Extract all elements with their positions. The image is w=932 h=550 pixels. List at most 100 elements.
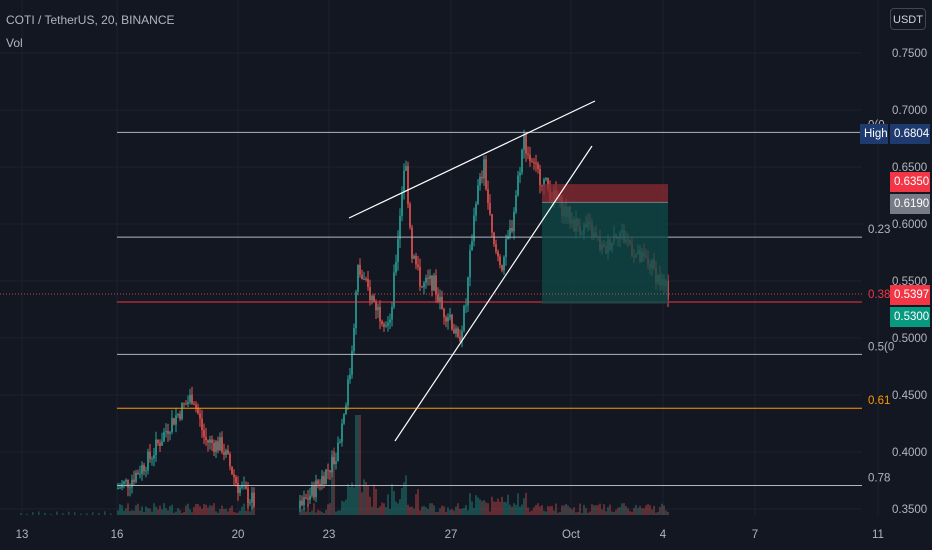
candle-body <box>137 472 139 475</box>
volume-bar <box>553 510 555 515</box>
trendlines[interactable] <box>348 100 596 442</box>
volume-bar <box>561 505 563 515</box>
volume-bar <box>135 505 137 515</box>
candle-body <box>217 441 219 451</box>
candle-body <box>193 403 195 405</box>
volume-bar <box>567 505 569 515</box>
volume-bar <box>245 510 247 515</box>
currency-button[interactable]: USDT <box>890 8 926 30</box>
volume-bar <box>449 510 451 515</box>
time-axis[interactable]: 13 16 20 23 27 Oct 4 7 11 <box>16 529 884 541</box>
volume-bar <box>665 510 667 515</box>
candle-body <box>435 275 437 295</box>
candle-body <box>251 492 253 503</box>
volume-bar <box>485 502 487 515</box>
volume-bar <box>501 496 503 515</box>
volume-bar <box>535 504 537 515</box>
volume-bar <box>80 513 82 515</box>
short-position-tool[interactable] <box>542 184 668 304</box>
volume-bar <box>347 483 349 515</box>
volume-bar <box>631 511 633 515</box>
candle-body <box>505 239 507 257</box>
price-axis[interactable]: 0.75000.70000.65000.60000.55000.50000.45… <box>892 48 927 516</box>
fibonacci-retracement[interactable]: 0(00.230.380.5(00.610.78 <box>117 119 894 487</box>
candle-body <box>301 500 303 506</box>
volume-bar <box>617 507 619 515</box>
candle-body <box>247 488 249 503</box>
volume-bar <box>413 508 415 515</box>
volume-bar <box>38 511 40 515</box>
volume-bar <box>623 503 625 515</box>
volume-bar <box>155 506 157 515</box>
volume-bar <box>541 505 543 515</box>
volume-bar <box>667 511 669 515</box>
time-tick-label: 27 <box>445 529 458 541</box>
candle-body <box>239 487 241 493</box>
volume-bar <box>459 508 461 515</box>
volume-bar <box>653 505 655 515</box>
volume-bar <box>319 510 321 515</box>
volume-bar <box>209 505 211 515</box>
candle-body <box>303 497 305 506</box>
volume-bar <box>407 504 409 515</box>
volume-bar <box>32 512 34 515</box>
target-price-badge: 0.5300 <box>890 307 930 327</box>
candle-body <box>349 374 351 380</box>
candle-body <box>307 498 309 500</box>
volume-bar <box>131 510 133 515</box>
candle-body <box>443 308 445 318</box>
volume-bar <box>609 504 611 515</box>
candle-body <box>467 277 469 306</box>
volume-bar <box>385 507 387 515</box>
price-tick-label: 0.7500 <box>892 48 927 60</box>
volume-bar <box>233 511 235 515</box>
volume-bar <box>389 508 391 515</box>
volume-bar <box>487 503 489 515</box>
volume-bar <box>621 503 623 515</box>
candle-body <box>351 351 353 375</box>
fib-level-label: 0.38 <box>868 289 890 301</box>
volume-bar <box>581 512 583 515</box>
volume-bar <box>153 503 155 515</box>
candle-body <box>183 403 185 405</box>
volume-bar <box>129 511 131 515</box>
candle-body <box>373 295 375 302</box>
candle-body <box>347 379 349 406</box>
volume-bar <box>381 502 383 515</box>
last-price-badge: 0.5397 <box>890 285 930 305</box>
fib-level-label: 0.23 <box>868 224 890 236</box>
candle-body <box>207 440 209 443</box>
volume-bar <box>473 507 475 515</box>
volume-bar <box>587 512 589 515</box>
candle-body <box>535 162 537 164</box>
candle-body <box>169 432 171 434</box>
volume-bar <box>549 506 551 515</box>
volume-bar <box>437 511 439 515</box>
candle-body <box>127 479 129 488</box>
volume-indicator-label[interactable]: Vol <box>6 36 23 50</box>
fib-level-label: 0.61 <box>868 395 890 407</box>
volume-bar <box>195 503 197 515</box>
take-profit-zone <box>542 202 668 304</box>
candle-body <box>249 502 251 504</box>
candle-body <box>387 322 389 326</box>
candle-body <box>179 413 181 420</box>
price-tick-label: 0.3500 <box>892 504 927 516</box>
candle-body <box>181 403 183 420</box>
volume-bar <box>591 504 593 515</box>
volume-bar <box>249 511 251 515</box>
entry-price-badge: 0.6190 <box>890 194 930 214</box>
candle-body <box>453 329 455 334</box>
volume-bar <box>435 512 437 515</box>
high-price-badge: 0.6804 <box>890 124 930 144</box>
candle-body <box>325 469 327 484</box>
candle-body <box>403 170 405 193</box>
volume-bar <box>327 504 329 515</box>
volume-bar <box>629 511 631 515</box>
volume-bar <box>663 505 665 515</box>
candle-body <box>371 295 373 301</box>
volume-bar <box>299 509 301 515</box>
volume-bar <box>303 507 305 515</box>
volume-bar <box>415 494 417 515</box>
